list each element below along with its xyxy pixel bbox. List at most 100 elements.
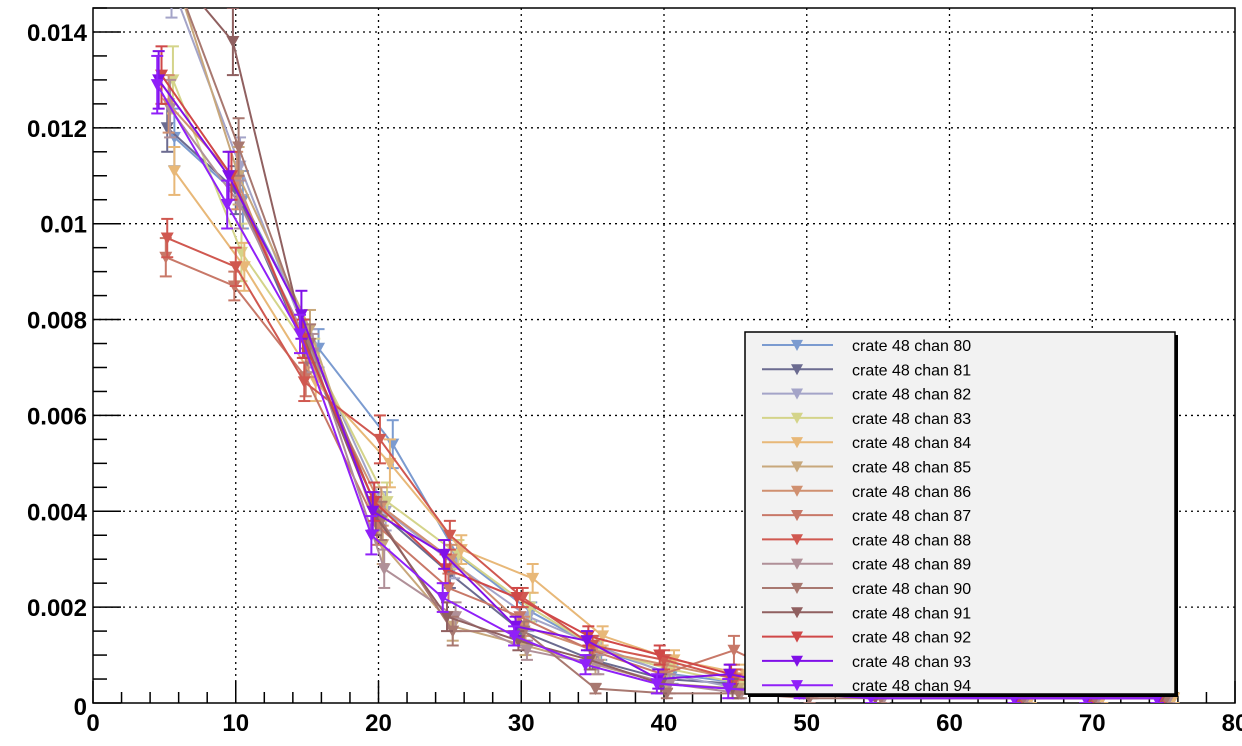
data-point (444, 553, 458, 566)
data-point (220, 198, 234, 212)
data-point (303, 337, 317, 351)
data-point (237, 261, 251, 274)
legend-marker (791, 655, 803, 667)
data-point (443, 529, 457, 542)
legend-entry: crate 48 chan 83 (762, 411, 971, 428)
legend-marker (791, 607, 803, 619)
legend: crate 48 chan 80 crate 48 chan 81 crate 48… (744, 331, 1178, 697)
data-point (510, 592, 524, 605)
legend-label: crate 48 chan 87 (852, 508, 971, 525)
y-tick-label: 0 (74, 694, 87, 721)
data-point (723, 668, 737, 681)
y-tick-label: 0.014 (27, 20, 88, 47)
legend-label: crate 48 chan 92 (852, 630, 971, 647)
legend-marker (791, 680, 803, 692)
data-point (226, 36, 240, 49)
legend-label: crate 48 chan 88 (852, 532, 971, 549)
legend-marker (791, 388, 803, 400)
data-point (167, 165, 181, 178)
legend-marker (791, 631, 803, 643)
data-point (650, 678, 664, 691)
data-point (578, 659, 592, 672)
data-point (366, 505, 380, 518)
data-point (440, 611, 454, 624)
legend-entry: crate 48 chan 80 (762, 338, 971, 355)
legend-marker (791, 364, 803, 376)
y-tick-label: 0.008 (27, 308, 87, 335)
x-tick-label: 10 (222, 710, 249, 737)
y-tick-label: 0.004 (27, 499, 88, 526)
x-tick-label: 30 (508, 710, 535, 737)
legend-marker (791, 534, 803, 546)
x-tick-label: 50 (793, 710, 820, 737)
legend-entry: crate 48 chan 93 (762, 654, 971, 671)
series-line (156, 84, 1157, 700)
legend-marker (791, 339, 803, 351)
x-tick-label: 70 (1079, 710, 1106, 737)
y-tick-label: 0.002 (27, 595, 87, 622)
legend-marker (791, 582, 803, 594)
data-point (222, 170, 236, 183)
legend-marker (791, 485, 803, 497)
data-point (367, 496, 381, 509)
legend-marker (791, 558, 803, 570)
legend-entry: crate 48 chan 90 (762, 581, 971, 598)
legend-label: crate 48 chan 85 (852, 460, 971, 477)
y-tick-label: 0.006 (27, 403, 87, 430)
data-point (596, 630, 610, 643)
data-point (520, 644, 534, 657)
legend-entry: crate 48 chan 87 (762, 508, 971, 525)
legend-label: crate 48 chan 82 (852, 387, 971, 404)
data-point (436, 592, 450, 605)
data-point (293, 328, 307, 341)
legend-label: crate 48 chan 91 (852, 605, 971, 622)
legend-entry: crate 48 chan 91 (762, 605, 971, 622)
data-point (731, 687, 745, 700)
legend-label: crate 48 chan 93 (852, 654, 971, 671)
legend-label: crate 48 chan 89 (852, 557, 971, 574)
legend-label: crate 48 chan 83 (852, 411, 971, 428)
data-point (163, 103, 177, 116)
axes: 0 10 20 30 40 50 60 70 80 0 0.002 0.004 0.006 0.008 0.… (27, 7, 1242, 737)
data-point (377, 563, 391, 576)
legend-box (744, 331, 1176, 695)
data-point (588, 683, 602, 696)
y-tick-label: 0.012 (27, 116, 87, 143)
legend-label: crate 48 chan 90 (852, 581, 971, 598)
legend-marker (791, 437, 803, 449)
legend-entry: crate 48 chan 85 (762, 460, 971, 477)
legend-marker (791, 510, 803, 522)
data-point (507, 630, 521, 643)
x-tick-label: 40 (651, 710, 678, 737)
data-point (150, 79, 164, 92)
legend-entry: crate 48 chan 81 (762, 362, 971, 379)
legend-marker (791, 461, 803, 473)
data-point (364, 529, 378, 542)
x-tick-label: 80 (1222, 710, 1242, 737)
data-point (653, 649, 667, 662)
legend-entry: crate 48 chan 86 (762, 484, 971, 501)
legend-label: crate 48 chan 84 (852, 435, 971, 452)
data-point (297, 376, 311, 389)
data-point (441, 582, 455, 595)
legend-label: crate 48 chan 80 (852, 338, 971, 355)
data-point (526, 572, 540, 585)
data-point (437, 548, 451, 561)
x-tick-label: 20 (365, 710, 392, 737)
legend-label: crate 48 chan 86 (852, 484, 971, 501)
legend-entry: crate 48 chan 84 (762, 435, 971, 452)
data-point (580, 635, 594, 648)
x-tick-label: 0 (86, 710, 99, 737)
x-tick-label: 60 (936, 710, 963, 737)
legend-entry: crate 48 chan 94 (762, 678, 971, 695)
legend-entry: crate 48 chan 89 (762, 557, 971, 574)
grid (93, 8, 1235, 703)
legend-marker (791, 412, 803, 424)
data-point (373, 433, 387, 446)
data-point (160, 232, 174, 245)
data-point (229, 261, 243, 274)
data-point (727, 644, 741, 657)
legend-entry: crate 48 chan 88 (762, 532, 971, 549)
